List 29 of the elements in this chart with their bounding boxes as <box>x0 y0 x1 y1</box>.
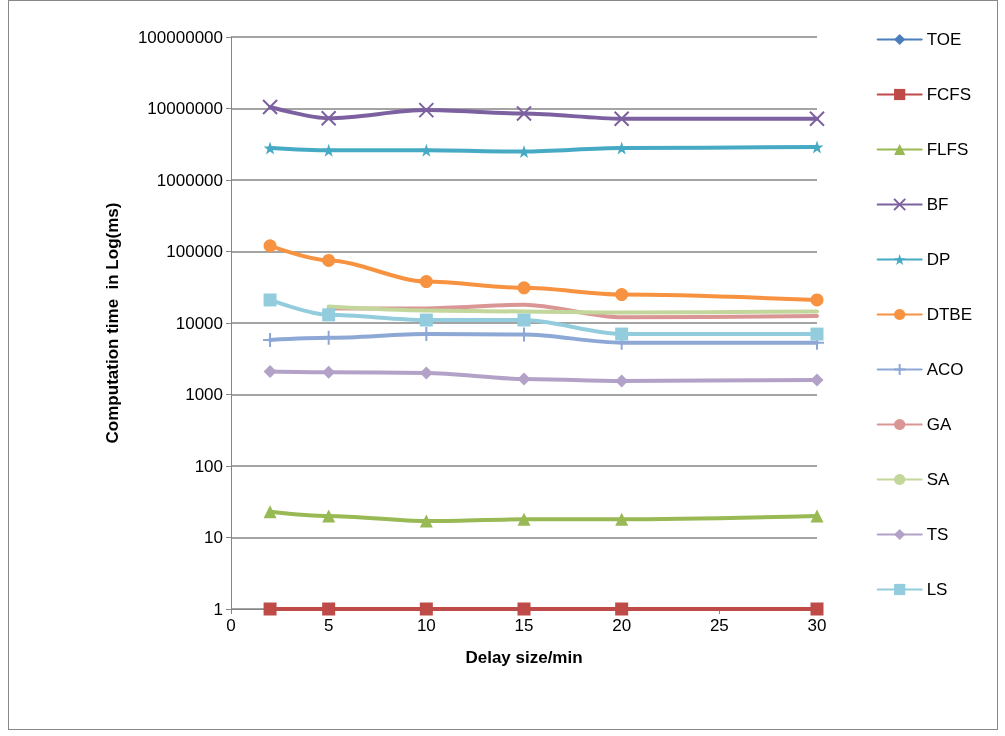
legend-label: DTBE <box>926 305 972 324</box>
x-tick-label: 30 <box>807 616 827 635</box>
x-tick-label: 5 <box>323 616 334 635</box>
y-tick-label: 10000 <box>175 313 223 333</box>
legend-label: BF <box>926 195 949 214</box>
legend-label: FCFS <box>926 85 972 104</box>
y-tick-label: 1000000 <box>156 170 223 190</box>
y-tick-label: 100 <box>194 456 223 476</box>
x-tick-label: 10 <box>416 616 436 635</box>
y-tick-label: 10 <box>204 528 223 547</box>
y-tick-label: 10000000 <box>147 99 223 118</box>
legend-label: LS <box>926 580 948 599</box>
y-tick-label: 1000 <box>185 385 223 404</box>
legend-label: GA <box>926 415 952 434</box>
x-tick-label: 15 <box>514 616 534 635</box>
x-tick-label: 0 <box>226 616 236 635</box>
legend-label: DP <box>926 250 951 269</box>
legend-label: TOE <box>926 30 962 49</box>
y-tick-label: 100000000 <box>137 27 223 47</box>
legend-label: TS <box>926 525 949 544</box>
x-tick-label: 20 <box>612 616 632 635</box>
legend-label: ACO <box>926 360 964 379</box>
legend-label: SA <box>926 470 950 489</box>
x-axis-title: Delay size/min <box>465 648 583 667</box>
legend-label: FLFS <box>926 140 969 159</box>
x-tick-label: 25 <box>709 616 729 635</box>
y-tick-label: 100000 <box>166 242 223 261</box>
y-axis-title: Computation time in Log(ms) <box>103 202 122 444</box>
y-tick-label: 1 <box>213 599 223 619</box>
